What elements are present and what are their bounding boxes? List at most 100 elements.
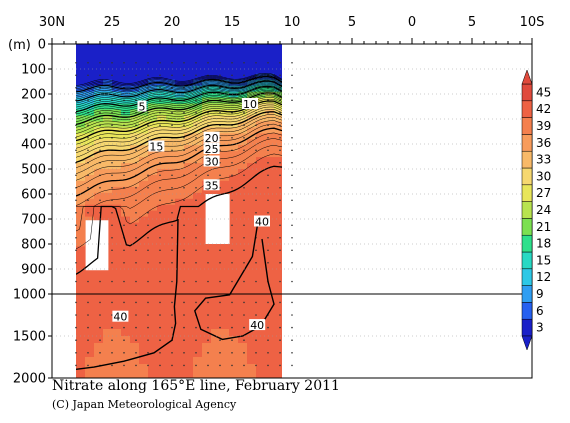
field-cell — [238, 252, 248, 259]
sample-dot — [207, 339, 209, 342]
sample-dot — [171, 211, 173, 214]
field-cell — [139, 294, 149, 302]
field-cell — [211, 61, 221, 69]
contour-31 — [76, 114, 282, 168]
sample-dot — [231, 339, 233, 342]
sample-dot — [279, 61, 281, 64]
contour-label-bg — [203, 179, 220, 191]
field-cell — [256, 145, 266, 152]
colorbar-level-label: 15 — [536, 253, 551, 267]
field-cell — [121, 234, 131, 242]
field-cell — [274, 49, 282, 57]
field-cell — [238, 157, 248, 164]
field-cell — [202, 252, 212, 259]
sample-dot — [75, 236, 77, 239]
field-cell — [220, 145, 230, 152]
field-cell — [202, 343, 212, 351]
field-cell — [175, 127, 185, 134]
field-cell — [175, 234, 185, 242]
sample-dot — [279, 364, 281, 367]
sample-dot — [99, 301, 101, 304]
field-cell — [157, 264, 167, 271]
field-cell — [139, 343, 149, 351]
field-cell — [247, 198, 257, 206]
field-cell — [139, 169, 149, 176]
contour-12 — [76, 82, 282, 106]
field-cell — [139, 315, 149, 323]
sample-dot — [207, 301, 209, 304]
field-cell — [220, 301, 230, 309]
field-cell — [175, 270, 185, 277]
field-cell — [121, 222, 131, 230]
field-cell — [193, 252, 203, 259]
field-cell — [220, 163, 230, 170]
field-cell — [193, 240, 203, 247]
field-cell — [103, 61, 113, 69]
field-cell — [139, 73, 149, 81]
field-cell — [157, 336, 167, 344]
contour-28 — [76, 106, 282, 153]
field-cell — [112, 198, 122, 206]
sample-dot — [171, 364, 173, 367]
field-cell — [157, 210, 167, 218]
field-cell — [265, 180, 275, 188]
field-cell — [247, 121, 257, 128]
contour-37 — [76, 138, 282, 207]
field-cell — [184, 315, 194, 323]
contour-label: 40 — [113, 311, 127, 324]
field-cell — [265, 252, 275, 259]
field-cell — [166, 91, 176, 99]
sample-dot — [195, 61, 197, 64]
contour-label: 5 — [139, 101, 146, 114]
field-cell — [265, 157, 275, 164]
field-cell — [157, 371, 167, 378]
field-cell — [103, 270, 113, 277]
colorbar-swatch — [521, 117, 533, 135]
sample-dot — [159, 236, 161, 239]
field-cell — [283, 270, 293, 277]
field-cell — [76, 204, 86, 212]
field-cell — [85, 180, 95, 188]
field-cell — [130, 252, 140, 259]
field-cell — [274, 288, 282, 295]
sample-dot — [231, 74, 233, 77]
sample-dot — [123, 224, 125, 227]
sample-dot — [255, 339, 257, 342]
field-cell — [121, 198, 131, 206]
sample-dot — [231, 352, 233, 354]
field-cell — [94, 192, 104, 200]
field-cell — [184, 204, 194, 212]
field-cell — [265, 109, 275, 117]
field-cell — [166, 371, 176, 378]
field-cell — [76, 192, 86, 200]
field-cell — [247, 371, 257, 378]
sample-dot — [183, 236, 185, 239]
field-cell — [112, 322, 122, 330]
field-cell — [121, 44, 131, 51]
field-cell — [247, 364, 257, 372]
field-cell — [193, 371, 203, 378]
field-cell — [256, 264, 266, 271]
field-cell — [76, 151, 86, 158]
field-cell — [103, 329, 113, 337]
field-cell — [274, 67, 282, 75]
field-cell — [265, 270, 275, 277]
field-cell — [247, 240, 257, 247]
field-cell — [103, 322, 113, 330]
field-cell — [229, 315, 239, 323]
sample-dot — [279, 261, 281, 264]
field-cell — [148, 308, 158, 316]
sample-dot — [255, 61, 257, 64]
field-cell — [166, 79, 176, 87]
sample-dot — [219, 280, 221, 283]
field-cell — [85, 186, 95, 194]
contour-label-bg — [137, 100, 147, 112]
field-cell — [148, 169, 158, 176]
sample-dot — [99, 186, 101, 189]
field-cell — [256, 350, 266, 358]
sample-dot — [183, 161, 185, 164]
field-cell — [220, 246, 230, 253]
field-cell — [256, 315, 266, 323]
field-cell — [229, 180, 239, 188]
field-cell — [265, 210, 275, 218]
